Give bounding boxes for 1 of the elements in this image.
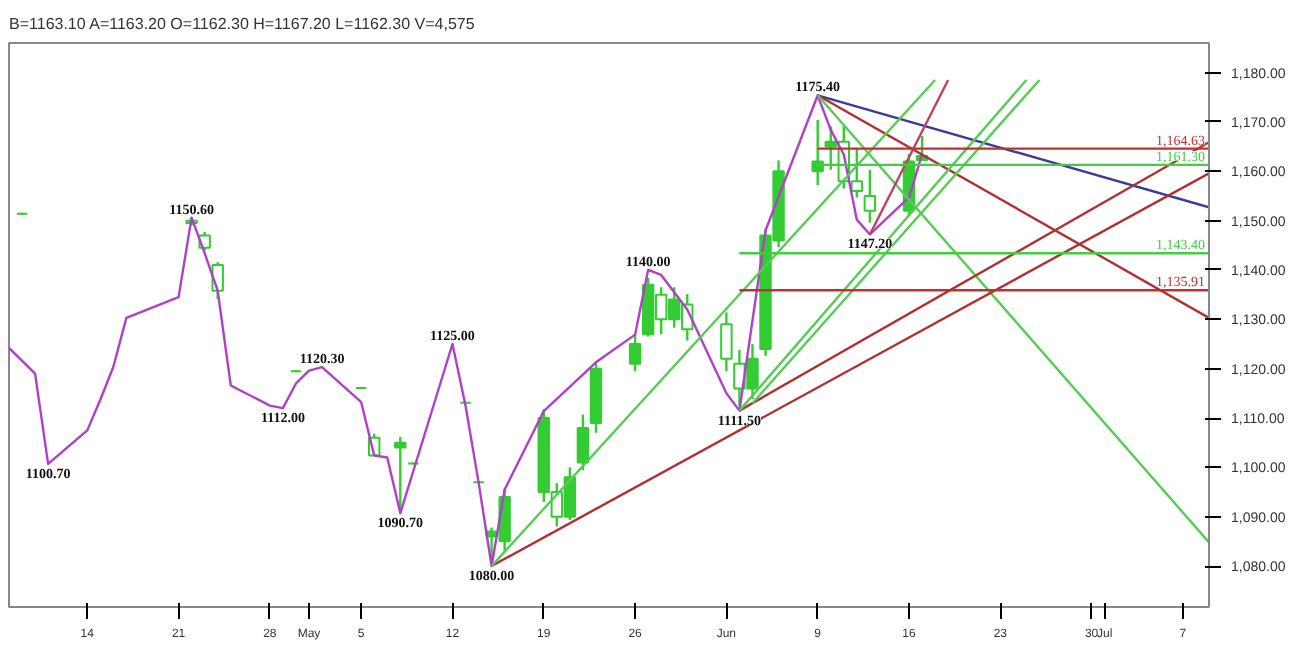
chart-title: B=1163.10 A=1163.20 O=1162.30 H=1167.20 L=1162.30 V=4,575 (9, 15, 476, 33)
